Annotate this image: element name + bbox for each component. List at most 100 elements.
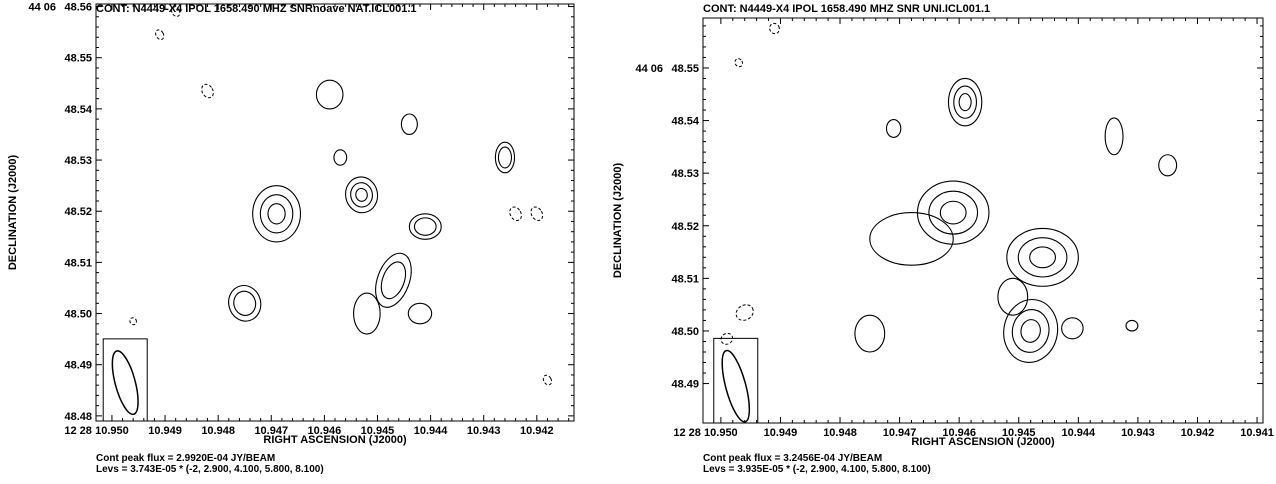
positive-contour [1158, 154, 1178, 177]
beam-ellipse [721, 349, 751, 423]
x-tick-label: 10.946 [942, 427, 976, 439]
positive-contour [1011, 309, 1050, 353]
negative-contour [769, 22, 780, 35]
y-tick-label: 48.55 [64, 53, 92, 65]
positive-contour [494, 141, 516, 174]
positive-contour [407, 302, 433, 325]
positive-contour [958, 93, 972, 112]
positive-contour [228, 284, 262, 322]
ra-prefix-label: 12 28 [64, 425, 92, 437]
positive-contour [355, 187, 368, 202]
y-tick-label: 48.51 [64, 257, 92, 269]
positive-contour [380, 261, 407, 300]
x-tick-label: 10.945 [1002, 427, 1036, 439]
negative-contour [155, 29, 165, 41]
y-tick-label: 48.53 [671, 168, 699, 180]
dec-prefix-label: 44 06 [635, 63, 663, 75]
x-tick-label: 10.949 [148, 425, 182, 437]
peak-flux-note: Cont peak flux = 2.9920E-04 JY/BEAM [96, 453, 275, 464]
y-tick-label: 48.50 [671, 326, 699, 338]
x-tick-label: 10.947 [254, 425, 288, 437]
chart-title: CONT: N4449-X4 IPOL 1658.490 MHZ SNR UNI… [703, 3, 990, 15]
negative-contour [509, 206, 522, 222]
negative-contour [129, 317, 137, 326]
positive-contour [885, 118, 902, 138]
negative-contour [171, 6, 181, 17]
y-tick-label: 48.54 [64, 104, 92, 116]
plot-frame [702, 17, 1264, 424]
positive-contour [353, 292, 381, 335]
peak-flux-note: Cont peak flux = 3.2456E-04 JY/BEAM [703, 453, 882, 464]
beam-box [713, 337, 759, 423]
positive-contour [1003, 298, 1059, 363]
negative-contour [542, 374, 553, 386]
positive-contour [1125, 319, 1139, 332]
x-axis-label: RIGHT ASCENSION (J2000) [263, 434, 407, 446]
x-tick-label: 10.942 [1181, 427, 1215, 439]
x-tick-label: 10.950 [95, 425, 129, 437]
y-tick-label: 48.50 [64, 309, 92, 321]
positive-contour [854, 314, 886, 353]
x-tick-label: 10.948 [823, 427, 857, 439]
x-tick-label: 10.946 [308, 425, 342, 437]
y-tick-label: 48.52 [64, 206, 92, 218]
y-tick-label: 48.49 [671, 379, 699, 391]
x-tick-label: 10.941 [1240, 427, 1274, 439]
y-axis-label: DECLINATION (J2000) [7, 155, 19, 271]
plot-frame [95, 3, 575, 422]
positive-contour [939, 200, 967, 225]
positive-contour [333, 149, 348, 166]
negative-contour [720, 332, 734, 345]
y-tick-label: 48.51 [671, 273, 699, 285]
positive-contour [259, 194, 294, 234]
x-tick-label: 10.948 [201, 425, 235, 437]
positive-contour [413, 217, 437, 236]
dec-prefix-label: 44 06 [28, 2, 56, 14]
positive-contour [345, 176, 379, 214]
positive-contour [1006, 227, 1079, 287]
x-tick-label: 10.944 [414, 425, 449, 437]
x-tick-label: 10.945 [361, 425, 395, 437]
x-tick-label: 10.943 [467, 425, 501, 437]
x-tick-label: 10.944 [1061, 427, 1096, 439]
positive-contour [1017, 237, 1068, 278]
levels-note: Levs = 3.935E-05 * (-2, 2.900, 4.100, 5.… [703, 464, 931, 475]
y-tick-label: 48.49 [64, 360, 92, 372]
levels-note: Levs = 3.743E-05 * (-2, 2.900, 4.100, 5.… [96, 464, 324, 475]
positive-contour [350, 182, 373, 208]
x-tick-label: 10.947 [883, 427, 917, 439]
positive-contour [252, 185, 302, 243]
positive-contour [233, 290, 257, 316]
x-axis-label: RIGHT ASCENSION (J2000) [911, 436, 1055, 448]
right-contour-panel: CONT: N4449-X4 IPOL 1658.490 MHZ SNR UNI… [612, 3, 1274, 475]
y-tick-label: 48.48 [64, 411, 92, 423]
positive-contour [1020, 319, 1041, 343]
contour-layer [713, 22, 1178, 423]
positive-contour [408, 213, 442, 240]
positive-contour [953, 85, 978, 119]
positive-contour [869, 212, 954, 266]
y-tick-label: 48.53 [64, 155, 92, 167]
beam-box [102, 338, 148, 421]
positive-contour [1029, 246, 1056, 269]
y-tick-label: 48.55 [671, 63, 699, 75]
negative-contour [530, 206, 544, 222]
positive-contour [928, 190, 979, 235]
y-tick-label: 48.56 [64, 2, 92, 14]
positive-contour [375, 252, 412, 308]
negative-contour [734, 58, 743, 68]
negative-contour [201, 83, 214, 99]
x-tick-label: 10.950 [704, 427, 738, 439]
contour-layer [102, 6, 553, 421]
positive-contour [315, 79, 344, 110]
negative-contour [735, 304, 754, 321]
x-tick-label: 10.949 [764, 427, 798, 439]
left-contour-panel: CONT: N4449-X4 IPOL 1658.490 MHZ SNRnoav… [7, 2, 575, 475]
x-tick-label: 10.942 [520, 425, 554, 437]
y-axis-label: DECLINATION (J2000) [612, 163, 624, 279]
x-tick-label: 10.943 [1121, 427, 1155, 439]
ra-prefix-label: 12 28 [673, 427, 701, 439]
beam-ellipse [111, 350, 139, 416]
y-tick-label: 48.54 [671, 116, 699, 128]
